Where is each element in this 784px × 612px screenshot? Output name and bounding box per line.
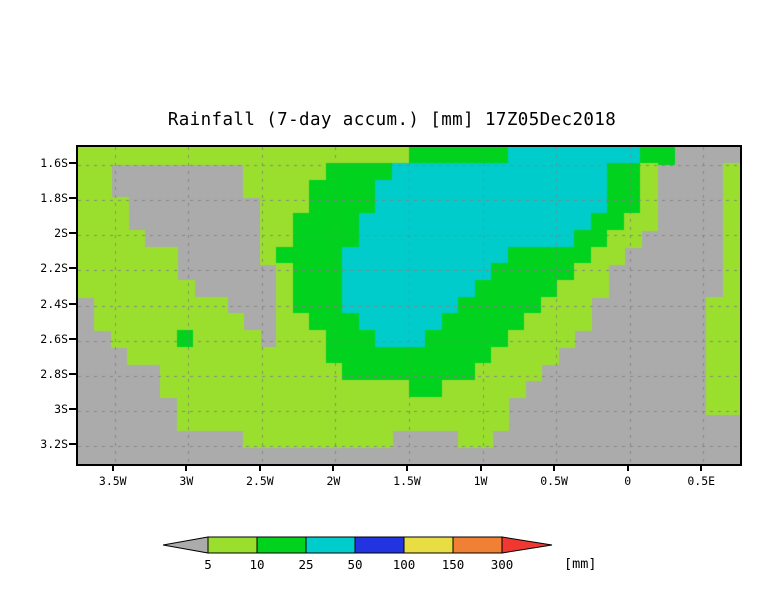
colorbar-unit-label: [mm] (564, 556, 597, 572)
y-tick-mark (69, 302, 76, 305)
x-tick-label: 3.5W (98, 474, 127, 488)
plot-area (76, 145, 742, 466)
colorbar-above-max-arrow (501, 536, 553, 554)
page-title: Rainfall (7-day accum.) [mm] 17Z05Dec201… (167, 110, 617, 130)
x-tick-mark (700, 464, 703, 471)
colorbar-band (452, 536, 503, 554)
y-tick-label: 1.6S (40, 155, 68, 170)
colorbar-tick-label: 25 (298, 557, 314, 572)
x-tick-label: 1W (473, 474, 488, 488)
y-tick-label: 2.2S (40, 261, 68, 276)
x-tick-mark (406, 464, 408, 471)
y-tick-mark (69, 232, 76, 235)
y-tick-label: 1.8S (40, 190, 68, 205)
x-tick-label: 3W (179, 474, 194, 488)
y-tick-mark (69, 408, 76, 411)
x-tick-mark (332, 464, 335, 471)
x-tick-mark (626, 464, 629, 471)
colorbar-tick-label: 50 (347, 557, 363, 572)
x-tick-mark (553, 464, 556, 471)
colorbar-bar (163, 534, 603, 556)
x-tick-label: 1.5W (393, 474, 421, 488)
y-tick-label: 3S (54, 402, 68, 417)
x-tick-label: 0 (624, 474, 632, 488)
x-tick-mark (258, 464, 261, 471)
y-tick-label: 2.6S (40, 331, 68, 346)
colorbar-tick-label: 5 (204, 557, 212, 572)
x-tick-label: 2W (326, 474, 341, 488)
y-tick-label: 3.2S (40, 437, 68, 452)
y-tick-mark (69, 267, 76, 270)
x-tick-label: 2.5W (246, 474, 274, 488)
colorbar-tick-label: 150 (441, 557, 465, 572)
colorbar-tick-label: 100 (392, 557, 416, 572)
colorbar: 5 10 25 50 100 150 300 [mm] (0, 524, 784, 584)
x-tick-mark (185, 464, 188, 471)
colorbar-swatches (163, 536, 553, 554)
y-tick-mark (69, 196, 76, 199)
y-tick-mark (69, 443, 76, 446)
colorbar-band (207, 536, 258, 554)
rainfall-heatmap (78, 147, 740, 464)
colorbar-tick-label: 10 (249, 557, 265, 572)
colorbar-band (305, 536, 356, 554)
y-tick-label: 2.4S (40, 296, 68, 311)
x-tick-mark (111, 464, 114, 471)
x-tick-label: 0.5E (687, 474, 716, 488)
y-tick-label: 2S (54, 226, 68, 241)
colorbar-band (256, 536, 307, 554)
colorbar-band (403, 536, 454, 554)
x-tick-label: 0.5W (540, 474, 568, 488)
y-tick-mark (69, 372, 76, 375)
y-tick-mark (69, 337, 76, 340)
colorbar-tick-label: 300 (490, 557, 514, 572)
y-tick-label: 2.8S (40, 366, 68, 381)
x-tick-mark (479, 464, 482, 471)
colorbar-below-min-arrow (163, 536, 209, 554)
colorbar-band (354, 536, 405, 554)
y-tick-mark (69, 161, 76, 164)
